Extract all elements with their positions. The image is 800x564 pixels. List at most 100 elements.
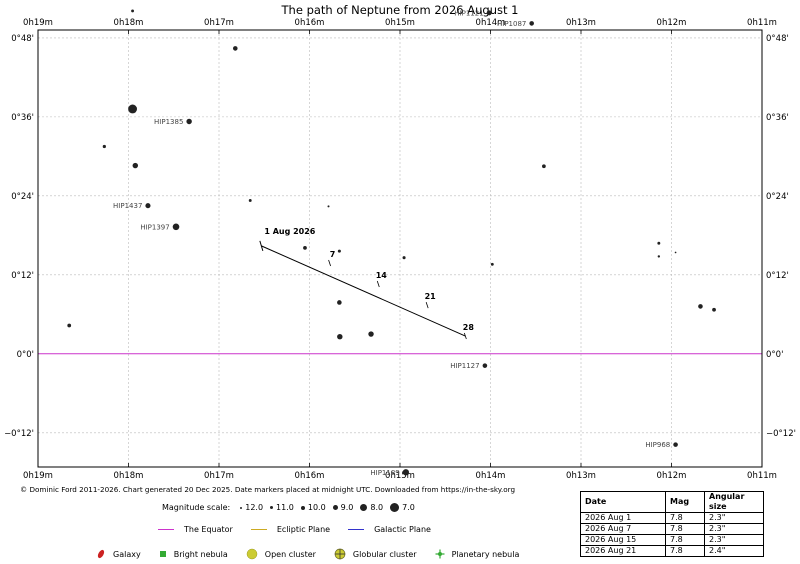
star (131, 9, 135, 13)
table-cell: 7.8 (665, 512, 705, 524)
mag-value: 11.0 (276, 503, 294, 512)
table-cell: 2026 Aug 15 (580, 534, 666, 546)
star (337, 300, 342, 305)
y-tick-label-right: 0°36' (766, 113, 789, 123)
x-tick-label-bottom: 0h12m (657, 471, 687, 478)
legend-globular-cluster: Globular cluster (334, 548, 417, 560)
legend-ecliptic: Ecliptic Plane (250, 525, 330, 534)
date-marker-label: 28 (463, 323, 475, 332)
x-tick-label-top: 0h12m (657, 18, 687, 28)
table-row: 2026 Aug 1 7.8 2.3" (580, 512, 764, 524)
x-tick-label-bottom: 0h15m (385, 471, 415, 478)
legend-equator: The Equator (158, 525, 233, 534)
ephemeris-table: Date Mag Angular size 2026 Aug 1 7.8 2.3" … (580, 491, 764, 557)
mag-item: 10.0 (300, 503, 326, 512)
ecliptic-line-icon (250, 529, 267, 530)
mag-value: 12.0 (245, 503, 264, 512)
x-tick-label-top: 0h16m (295, 18, 325, 28)
mag-item: 8.0 (360, 503, 383, 512)
mag-item: 9.0 (332, 503, 354, 512)
star (303, 245, 307, 250)
y-tick-label-left: 0°24' (11, 192, 34, 202)
star-chart: The path of Neptune from 2026 August 1 0… (4, 3, 796, 478)
credit-text: © Dominic Ford 2011-2026. Chart generate… (20, 485, 516, 494)
table-cell: 2.3" (704, 512, 764, 524)
table-cell: 7.8 (665, 523, 705, 535)
star (128, 104, 137, 114)
path-start-marker (259, 240, 264, 252)
objects-legend: Galaxy Bright nebula Open cluster Globul… (96, 548, 537, 560)
star (657, 255, 661, 258)
planetary-nebula-icon (435, 549, 445, 559)
legend-planetary-nebula: Planetary nebula (435, 548, 519, 560)
y-tick-label-right: 0°24' (766, 192, 789, 202)
legend-label: Globular cluster (352, 549, 417, 559)
table-cell: 2026 Aug 7 (580, 523, 666, 535)
plot-frame (37, 29, 763, 468)
star (248, 199, 252, 202)
mag-item: 12.0 (240, 503, 263, 512)
star (674, 251, 677, 254)
mag-dot-icon (240, 506, 243, 509)
y-tick-label-left: 0°36' (11, 113, 34, 123)
legend-bright-nebula: Bright nebula (159, 548, 228, 560)
star (67, 323, 72, 328)
star (490, 262, 494, 266)
x-tick-label-bottom: 0h16m (295, 471, 325, 478)
globular-cluster-icon (334, 548, 346, 560)
table-row: 2026 Aug 21 7.8 2.4" (580, 545, 764, 557)
mag-item: 7.0 (390, 503, 415, 512)
x-tick-label-bottom: 0h11m (747, 471, 777, 478)
nebula-icon (159, 551, 166, 557)
star (542, 164, 546, 169)
y-tick-label-right: 0°0' (766, 350, 783, 360)
mag-item: 11.0 (270, 503, 294, 512)
magnitude-scale: Magnitude scale: 12.0 11.0 10.0 9.0 8.0 … (162, 503, 422, 512)
mag-value: 9.0 (340, 503, 354, 512)
x-tick-label-top: 0h14m (476, 18, 506, 28)
star-label: HIP1087 (497, 20, 526, 28)
table-header: Angular size (704, 491, 764, 513)
star-label: HIP1189 (370, 469, 399, 477)
legend-label: The Equator (184, 525, 233, 534)
star (337, 333, 343, 340)
y-tick-label-left: −0°12' (4, 429, 34, 439)
date-tick (425, 301, 429, 309)
table-cell: 2.4" (704, 545, 764, 557)
star-label: HIP1385 (154, 118, 183, 126)
star (657, 241, 661, 245)
galactic-line-icon (348, 529, 365, 530)
star-label: HIP1437 (113, 202, 142, 210)
star (102, 144, 106, 149)
star (145, 203, 151, 209)
mag-value: 10.0 (307, 503, 326, 512)
star (337, 249, 341, 253)
mag-value: 8.0 (370, 503, 384, 512)
x-tick-label-top: 0h19m (23, 18, 53, 28)
date-tick (376, 280, 380, 288)
star (368, 331, 374, 337)
x-tick-label-top: 0h18m (114, 18, 144, 28)
galaxy-icon (97, 549, 105, 559)
table-row: 2026 Aug 7 7.8 2.3" (580, 523, 764, 535)
date-marker-label: 21 (425, 292, 437, 301)
table-header: Mag (665, 491, 705, 513)
legend-galaxy: Galaxy (96, 548, 141, 560)
x-tick-label-bottom: 0h13m (566, 471, 596, 478)
star-label: HIP1121 (454, 9, 483, 17)
y-tick-label-left: 0°48' (11, 34, 34, 44)
mag-dot-icon (332, 505, 338, 510)
table-header-row: Date Mag Angular size (580, 491, 764, 513)
date-tick (463, 332, 467, 340)
equator-line-icon (158, 529, 174, 530)
y-tick-label-left: 0°0' (17, 350, 34, 360)
table-cell: 2.3" (704, 523, 764, 535)
table-row: 2026 Aug 15 7.8 2.3" (580, 534, 764, 546)
x-tick-label-bottom: 0h17m (204, 471, 234, 478)
star (186, 118, 192, 125)
star (172, 223, 180, 231)
star (402, 256, 406, 260)
legend-label: Open cluster (264, 549, 316, 559)
x-tick-label-bottom: 0h18m (114, 471, 144, 478)
path-line (261, 245, 466, 337)
